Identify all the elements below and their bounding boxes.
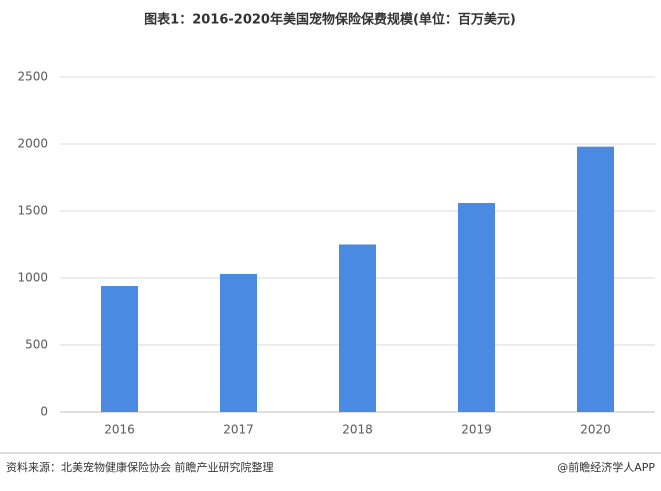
bar — [458, 202, 495, 412]
bar — [101, 286, 138, 412]
x-tick-label: 2019 — [461, 423, 492, 437]
y-tick-label: 0 — [40, 405, 48, 419]
y-tick-label: 1000 — [17, 271, 48, 285]
chart-title: 图表1：2016-2020年美国宠物保险保费规模(单位：百万美元) — [144, 12, 516, 28]
x-tick-label: 2018 — [342, 423, 373, 437]
x-tick-label: 2020 — [580, 423, 611, 437]
y-tick-label: 1500 — [17, 204, 48, 218]
bar — [339, 244, 376, 412]
x-tick-label: 2017 — [223, 423, 254, 437]
source: 资料来源：北美宠物健康保险协会 前瞻产业研究院整理 — [6, 460, 274, 474]
x-tick-label: 2016 — [104, 423, 135, 437]
y-tick-label: 2500 — [17, 70, 48, 84]
y-tick-label: 500 — [25, 338, 48, 352]
y-tick-label: 2000 — [17, 137, 48, 151]
bar — [577, 146, 614, 412]
credit: @前瞻经济学人APP — [557, 460, 655, 474]
bar — [220, 273, 257, 412]
